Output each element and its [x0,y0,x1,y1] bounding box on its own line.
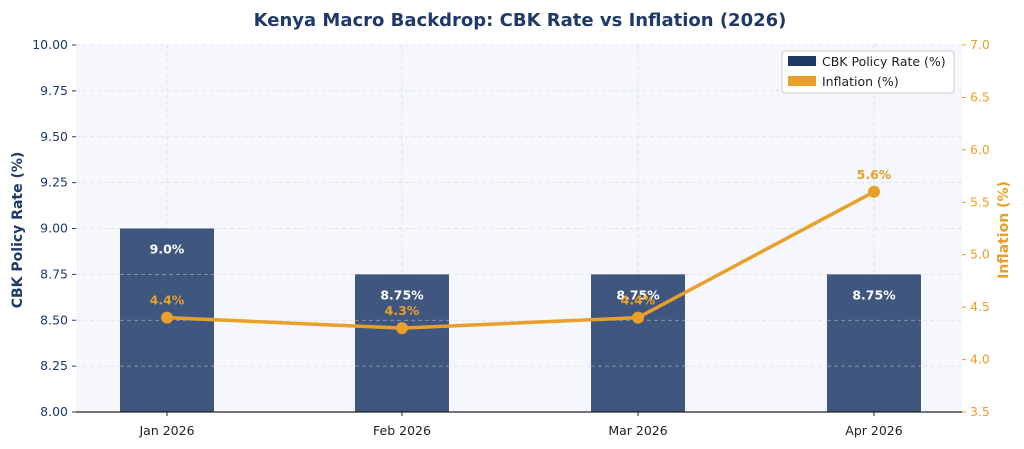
inflation-point [396,322,408,335]
tick-label-left: 9.50 [40,129,68,144]
tick-label-x: Apr 2026 [845,423,902,438]
legend-swatch-line [788,76,816,86]
tick-label-right: 6.0 [970,142,990,157]
bar-feb-2026 [355,274,449,412]
line-label: 4.4% [150,293,185,308]
tick-label-right: 7.0 [970,37,990,52]
tick-label-x: Feb 2026 [373,423,431,438]
tick-label-right: 6.5 [970,89,990,104]
legend-label-bar: CBK Policy Rate (%) [822,54,946,69]
tick-label-right: 4.5 [970,299,990,314]
legend-swatch-bar [788,56,816,66]
tick-label-right: 4.0 [970,352,990,367]
inflation-point [161,311,173,324]
tick-label-left: 9.00 [40,221,68,236]
inflation-point [632,311,644,324]
chart-title: Kenya Macro Backdrop: CBK Rate vs Inflat… [254,10,787,31]
y-left-label: CBK Policy Rate (%) [10,152,26,309]
line-label: 5.6% [857,167,892,182]
tick-label-left: 8.50 [40,312,68,327]
tick-label-left: 8.75 [40,266,68,281]
axes: 8.00 8.25 8.50 8.75 9.00 9.25 9.50 9.75 10.00 3.5… [32,37,990,438]
legend-label-line: Inflation (%) [822,74,899,89]
inflation-line-path [165,190,876,330]
tick-label-x: Mar 2026 [608,423,667,438]
bar-label: 8.75% [852,287,896,302]
data-labels: 9.0%8.75% 8.75% 8.75%4.4%4.3%4.4%5.6% [150,167,896,318]
bar-mar-2026 [591,274,685,412]
legend-box [781,50,955,94]
tick-label-left: 9.75 [40,83,68,98]
tick-label-left: 8.25 [40,358,68,373]
bar-label: 8.75% [616,287,660,302]
tick-label-left: 8.00 [40,404,68,419]
tick-label-right: 5.5 [970,194,990,209]
bar-label: 8.75% [380,287,424,302]
inflation-line [161,185,880,335]
bar-label: 9.0% [150,242,185,257]
tick-label-left: 9.25 [40,175,68,190]
inflation-point [868,185,880,198]
tick-label-right: 5.0 [970,247,990,262]
legend: CBK Policy Rate (%) Inflation (%) [781,50,955,94]
line-label: 4.3% [385,303,420,318]
line-label: 4.4% [621,293,656,308]
tick-label-x: Jan 2026 [138,423,194,438]
tick-label-right: 3.5 [970,404,990,419]
tick-label-left: 10.00 [32,37,68,52]
y-right-label: Inflation (%) [996,181,1012,279]
bar-apr-2026 [827,274,921,412]
